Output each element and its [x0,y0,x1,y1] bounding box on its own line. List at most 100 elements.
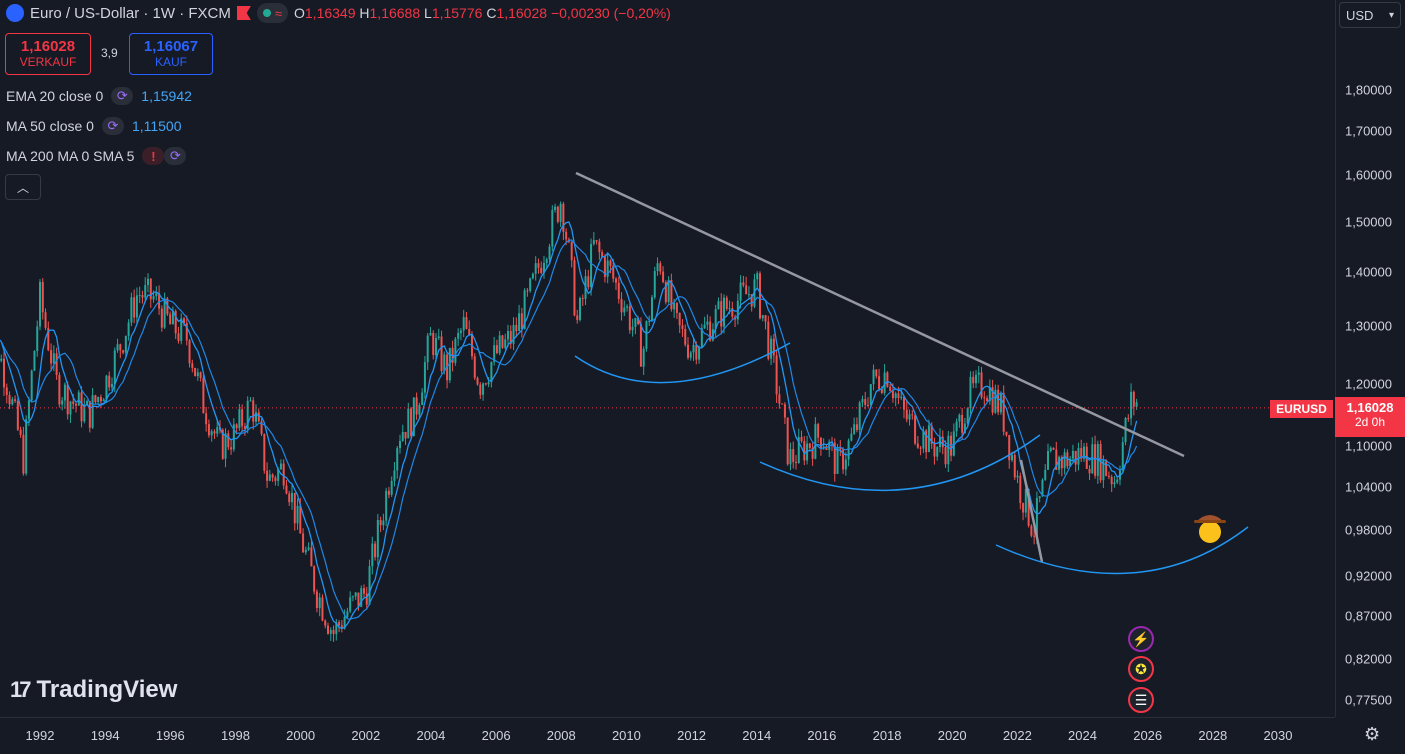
indicator-ema20[interactable]: EMA 20 close 0 ⟳ 1,15942 [6,87,192,105]
currency-select[interactable]: USD ▾ [1339,2,1401,28]
candle-body [889,386,892,391]
candle-body [576,315,579,320]
loading-icon: ⟳ [164,147,187,165]
candle-body [529,278,532,291]
market-status[interactable]: ≈ [256,3,288,23]
candle-body [501,335,504,348]
sell-button[interactable]: 1,16028 VERKAUF [5,33,91,75]
candle-body [390,480,393,495]
time-axis[interactable]: 1992 1994 1996 1998 2000 2002 2004 2006 2008 2010… [0,717,1335,754]
buy-button[interactable]: 1,16067 KAUF [129,33,213,75]
chevron-down-icon: ▾ [1388,9,1394,21]
candle-body [581,298,584,300]
candle-body [692,344,695,353]
candle-body [781,403,784,405]
last-price-label: 1,16028 2d 0h [1335,397,1405,437]
candle-body [819,437,822,449]
candle-body [138,295,141,297]
cowboy-emoji-icon[interactable] [1194,515,1226,543]
us-flag-event-icon[interactable]: ☰ [1128,687,1154,713]
candle-body [955,421,958,432]
candle-body [434,338,437,356]
candle-body [847,440,850,460]
eu-flag-event-icon[interactable]: ✪ [1128,656,1154,682]
candle-body [1022,503,1025,513]
price-axis[interactable]: 1,80000 1,70000 1,60000 1,50000 1,40000 1,300… [1335,0,1405,717]
candle-body [362,588,365,594]
symbol-title[interactable]: Euro / US-Dollar · 1W · FXCM [30,4,231,22]
candle-body [1116,479,1119,483]
time-tick: 2020 [937,728,967,743]
candle-body [479,384,482,395]
candle-body [482,383,485,395]
candle-body [396,448,399,471]
candle-body [808,443,811,449]
time-tick: 2014 [742,728,772,743]
candle-body [634,317,637,327]
candle-body [249,400,252,402]
candle-body [1082,446,1085,459]
candle-body [722,297,725,327]
candle-body [144,285,147,298]
candle-body [836,447,839,474]
candle-body [1132,391,1135,407]
candle-body [324,620,327,626]
candle-body [1002,392,1005,432]
candle-body [709,321,712,341]
candle-body [969,376,972,409]
candle-body [972,376,975,384]
flag-icon[interactable] [236,6,251,20]
candle-body [238,409,241,429]
tradingview-logo[interactable]: 17 TradingView [10,676,178,703]
candle-body [277,469,280,481]
candle-body [27,400,30,420]
settings-icon[interactable]: ⚙ [1364,724,1381,744]
candle-body [650,297,653,322]
candle-body [1135,402,1138,407]
candle-body [897,393,900,398]
indicator-ma50[interactable]: MA 50 close 0 ⟳ 1,11500 [6,117,182,135]
candle-body [387,490,390,495]
candle-body [66,384,69,415]
price-chart[interactable] [0,0,1335,717]
candle-body [653,271,656,298]
candle-body [1107,475,1110,477]
candle-body [1127,418,1130,420]
time-tick: 2016 [807,728,837,743]
candle-body [595,240,598,242]
time-tick: 2008 [546,728,576,743]
candle-body [462,317,465,331]
candle-body [531,273,534,279]
lightning-event-icon[interactable]: ⚡ [1128,626,1154,652]
candle-body [786,417,789,465]
candle-body [878,376,881,390]
candle-body [667,279,670,303]
candle-body [440,336,443,372]
symbol-price-label: EURUSD [1270,400,1333,418]
candle-body [916,443,919,448]
candle-body [750,294,753,307]
indicator-ma200[interactable]: MA 200 MA 0 SMA 5 ! ⟳ [6,147,187,165]
candle-body [260,421,263,434]
candle-body [74,403,77,406]
candle-body [182,318,185,324]
candle-body [205,413,208,425]
candle-body [642,348,645,367]
candle-body [645,321,648,349]
candle-body [551,210,554,247]
candle-body [349,597,352,612]
candle-body [891,390,894,399]
candle-body [473,356,476,378]
candle-body [279,463,282,470]
candle-body [177,333,180,341]
candle-body [288,493,291,503]
candle-body [232,424,235,450]
candle-body [290,492,293,503]
candle-body [681,325,684,329]
collapse-legend-button[interactable]: ︿ [5,174,41,200]
candle-body [443,354,446,372]
candle-body [58,374,61,405]
candle-body [152,296,155,300]
candle-body [842,449,845,470]
warning-icon[interactable]: ! [142,147,165,165]
